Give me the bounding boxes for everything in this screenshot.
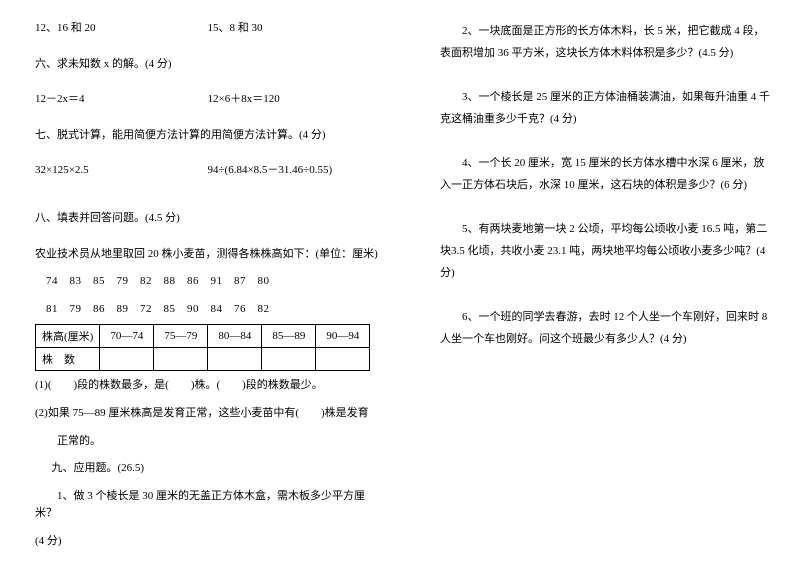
q9-1b: (4 分) xyxy=(35,533,380,551)
th3: 85—89 xyxy=(262,325,316,348)
expr1: 32×125×2.5 xyxy=(35,162,208,180)
top-number-row: 12、16 和 20 15、8 和 30 xyxy=(35,20,380,38)
section-7-expr: 32×125×2.5 94÷(6.84×8.5－31.46÷0.55) xyxy=(35,162,380,180)
th-label: 株高(厘米) xyxy=(36,325,100,348)
q8-2a: (2)如果 75—89 厘米株高是发育正常，这些小麦苗中有( )株是发育 xyxy=(35,405,380,423)
table-row: 株高(厘米) 70—74 75—79 80—84 85—89 90—94 xyxy=(36,325,370,348)
th2: 80—84 xyxy=(208,325,262,348)
cell xyxy=(154,348,208,371)
row2-label: 株 数 xyxy=(36,348,100,371)
section-6-title: 六、求未知数 x 的解。(4 分) xyxy=(35,56,380,74)
data-row-1: 74 83 85 79 82 88 86 91 87 80 xyxy=(46,273,380,291)
table-row: 株 数 xyxy=(36,348,370,371)
q4: 4、一个长 20 厘米，宽 15 厘米的长方体水槽中水深 6 厘米，放入一正方体… xyxy=(440,152,770,196)
section-6-equations: 12－2x＝4 12×6＋8x＝120 xyxy=(35,91,380,109)
th0: 70—74 xyxy=(100,325,154,348)
eq1: 12－2x＝4 xyxy=(35,91,208,109)
section-7-title: 七、脱式计算，能用简便方法计算的用简便方法计算。(4 分) xyxy=(35,127,380,145)
q8-2b: 正常的。 xyxy=(35,433,380,451)
th1: 75—79 xyxy=(154,325,208,348)
frequency-table: 株高(厘米) 70—74 75—79 80—84 85—89 90—94 株 数 xyxy=(35,324,370,371)
cell xyxy=(316,348,370,371)
top-a: 12、16 和 20 xyxy=(35,20,208,38)
section-9-title: 九、应用题。(26.5) xyxy=(52,460,381,478)
section-8-intro: 农业技术员从地里取回 20 株小麦苗，测得各株株高如下：(单位：厘米) xyxy=(35,246,380,264)
cell xyxy=(262,348,316,371)
top-b: 15、8 和 30 xyxy=(208,20,263,38)
q3: 3、一个棱长是 25 厘米的正方体油桶装满油，如果每升油重 4 千克这桶油重多少… xyxy=(440,86,770,130)
th4: 90—94 xyxy=(316,325,370,348)
data-row-2: 81 79 86 89 72 85 90 84 76 82 xyxy=(46,301,380,319)
q8-1: (1)( )段的株数最多，是( )株。( )段的株数最少。 xyxy=(35,377,380,395)
q5: 5、有两块麦地第一块 2 公顷，平均每公顷收小麦 16.5 吨，第二块3.5 化… xyxy=(440,218,770,284)
cell xyxy=(208,348,262,371)
eq2: 12×6＋8x＝120 xyxy=(208,91,280,109)
cell xyxy=(100,348,154,371)
q9-1a: 1、做 3 个棱长是 30 厘米的无盖正方体木盒，需木板多少平方厘米？ xyxy=(35,488,380,523)
expr2: 94÷(6.84×8.5－31.46÷0.55) xyxy=(208,162,333,180)
q2: 2、一块底面是正方形的长方体木料，长 5 米，把它截成 4 段，表面积增加 36… xyxy=(440,20,770,64)
q6: 6、一个班的同学去春游，去时 12 个人坐一个车刚好，回来时 8 人坐一个车也刚… xyxy=(440,306,770,350)
section-8-title: 八、填表并回答问题。(4.5 分) xyxy=(35,210,380,228)
